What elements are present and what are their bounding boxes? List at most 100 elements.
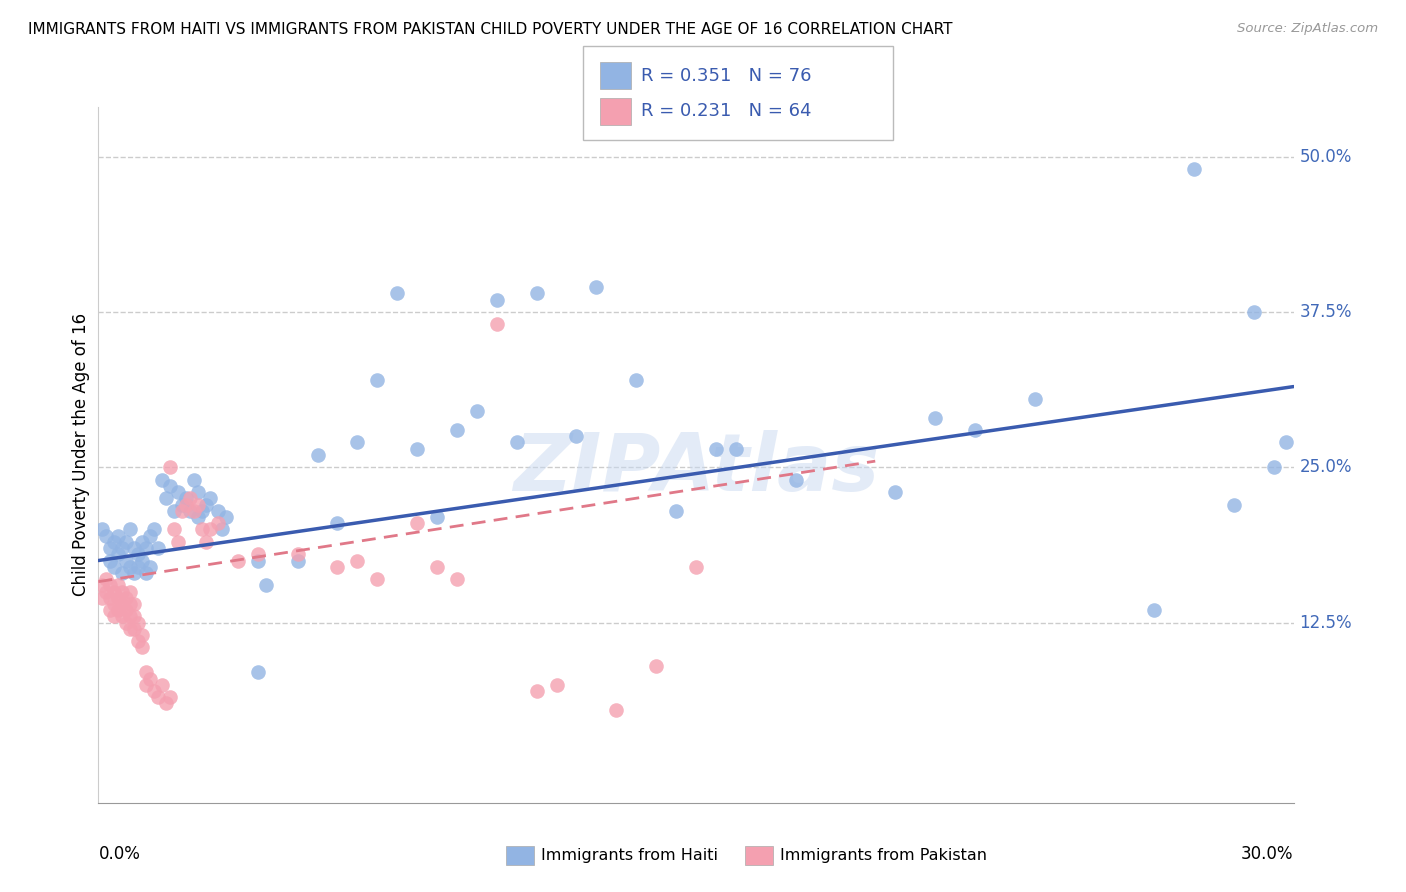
Point — [150, 678, 173, 692]
Point — [131, 553, 153, 567]
Text: 30.0%: 30.0% — [1241, 845, 1294, 863]
Point — [183, 473, 205, 487]
Point — [446, 423, 468, 437]
Point — [167, 534, 190, 549]
Point — [605, 703, 627, 717]
Point — [665, 504, 688, 518]
Point — [103, 609, 125, 624]
Point — [107, 578, 129, 592]
Point — [207, 504, 229, 518]
Point — [406, 516, 429, 531]
Point — [103, 597, 125, 611]
Point — [98, 541, 122, 555]
Point — [98, 553, 122, 567]
Point — [155, 697, 177, 711]
Point — [120, 523, 142, 537]
Point — [179, 504, 201, 518]
FancyBboxPatch shape — [745, 846, 773, 865]
Point — [724, 442, 747, 456]
Point — [124, 622, 146, 636]
Point — [924, 410, 946, 425]
Point — [211, 523, 233, 537]
Point — [148, 690, 170, 705]
Point — [96, 584, 118, 599]
Point — [1243, 305, 1265, 319]
Point — [159, 690, 181, 705]
Point — [326, 516, 349, 531]
Point — [1143, 603, 1166, 617]
Point — [198, 523, 221, 537]
Point — [103, 559, 125, 574]
Point — [174, 498, 197, 512]
Text: R = 0.231   N = 64: R = 0.231 N = 64 — [641, 103, 811, 120]
Point — [246, 553, 269, 567]
Point — [963, 423, 986, 437]
Point — [287, 547, 309, 561]
Point — [111, 541, 134, 555]
Point — [406, 442, 429, 456]
Point — [120, 609, 142, 624]
Point — [115, 591, 138, 605]
Point — [139, 559, 162, 574]
Point — [115, 553, 138, 567]
Point — [585, 280, 607, 294]
Point — [366, 373, 388, 387]
Point — [124, 541, 146, 555]
Point — [98, 578, 122, 592]
Point — [91, 578, 114, 592]
FancyBboxPatch shape — [506, 846, 534, 865]
Point — [111, 609, 134, 624]
Text: 0.0%: 0.0% — [98, 845, 141, 863]
Point — [103, 584, 125, 599]
Point — [115, 615, 138, 630]
Point — [107, 603, 129, 617]
Point — [465, 404, 488, 418]
Point — [163, 504, 186, 518]
Point — [115, 534, 138, 549]
Point — [187, 498, 209, 512]
Point — [131, 534, 153, 549]
Point — [366, 572, 388, 586]
Point — [191, 504, 214, 518]
Point — [785, 473, 807, 487]
Text: 25.0%: 25.0% — [1299, 458, 1353, 476]
Point — [111, 584, 134, 599]
Point — [172, 504, 194, 518]
Point — [685, 559, 707, 574]
Text: ZIPAtlas: ZIPAtlas — [513, 430, 879, 508]
FancyBboxPatch shape — [600, 98, 631, 125]
Point — [120, 584, 142, 599]
Point — [426, 559, 449, 574]
Text: 12.5%: 12.5% — [1299, 614, 1353, 632]
Point — [139, 672, 162, 686]
Text: 50.0%: 50.0% — [1299, 148, 1353, 166]
Point — [307, 448, 329, 462]
Point — [127, 547, 149, 561]
Point — [1222, 498, 1246, 512]
Point — [115, 603, 138, 617]
Point — [107, 547, 129, 561]
Point — [135, 541, 157, 555]
Point — [91, 523, 114, 537]
Point — [485, 318, 508, 332]
Point — [246, 547, 269, 561]
Point — [624, 373, 647, 387]
Point — [645, 659, 668, 673]
Point — [506, 435, 529, 450]
Point — [287, 553, 309, 567]
FancyBboxPatch shape — [583, 46, 893, 140]
Point — [226, 553, 249, 567]
Point — [120, 559, 142, 574]
Point — [215, 510, 238, 524]
FancyBboxPatch shape — [600, 62, 631, 89]
Point — [207, 516, 229, 531]
Point — [385, 286, 409, 301]
Point — [111, 566, 134, 580]
Point — [485, 293, 508, 307]
Point — [526, 684, 548, 698]
Text: 37.5%: 37.5% — [1299, 303, 1353, 321]
Point — [546, 678, 568, 692]
Point — [124, 609, 146, 624]
Point — [96, 529, 118, 543]
Point — [135, 566, 157, 580]
